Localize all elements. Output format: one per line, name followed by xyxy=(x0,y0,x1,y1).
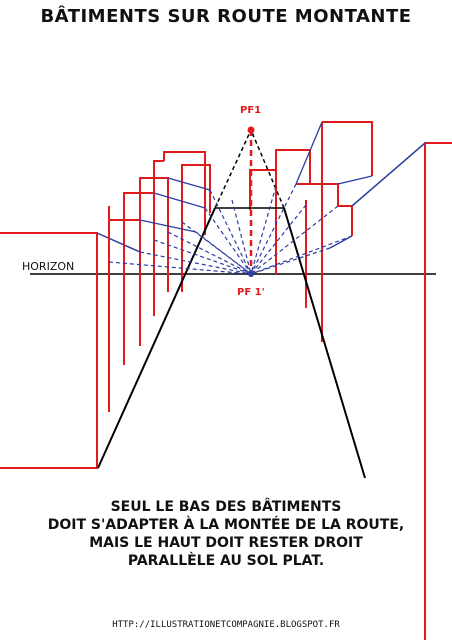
road-left-edge xyxy=(97,207,216,469)
caption: SEUL LE BAS DES BÂTIMENTS DOIT S'ADAPTER… xyxy=(0,498,452,570)
page-title: BÂTIMENTS SUR ROUTE MONTANTE xyxy=(40,6,412,27)
right-roof-edge-1 xyxy=(295,121,323,185)
left-roof-edge-2 xyxy=(153,192,206,209)
pf1-point xyxy=(247,126,255,134)
pf1-prime-point xyxy=(248,271,254,277)
road-left-to-pf1 xyxy=(214,129,252,209)
left-roof-edge-1 xyxy=(139,219,197,233)
right-building-4 xyxy=(296,183,353,236)
road-right-to-pf1 xyxy=(250,129,285,209)
left-building-5 xyxy=(153,151,206,316)
footer-url[interactable]: HTTP://ILLUSTRATIONETCOMPAGNIE.BLOGSPOT.… xyxy=(112,620,340,630)
caption-line-4: PARALLÈLE AU SOL PLAT. xyxy=(127,553,325,569)
right-roof-edge-3 xyxy=(351,142,426,207)
right-roof-edge-2 xyxy=(337,175,373,185)
left-building-front-roof-edge xyxy=(96,232,141,253)
guide-lines xyxy=(108,183,353,275)
left-roof-edge-3 xyxy=(167,177,211,191)
left-building-5-side xyxy=(163,151,206,235)
road-right-edge xyxy=(283,207,366,479)
right-building-3 xyxy=(321,121,373,342)
caption-line-2: DOIT S'ADAPTER À LA MONTÉE DE LA ROUTE, xyxy=(47,517,405,533)
left-building-front xyxy=(0,232,98,469)
right-building-1 xyxy=(249,149,311,210)
pf1-label: PF1 xyxy=(240,105,261,116)
horizon-label: HORIZON xyxy=(22,260,74,273)
left-building-4 xyxy=(139,177,169,340)
pf1-prime-label: PF 1' xyxy=(237,287,265,298)
caption-line-1: SEUL LE BAS DES BÂTIMENTS xyxy=(110,499,342,515)
right-roof-edge-4 xyxy=(329,235,353,249)
caption-line-3: MAIS LE HAUT DOIT RESTER DROIT xyxy=(89,535,363,551)
